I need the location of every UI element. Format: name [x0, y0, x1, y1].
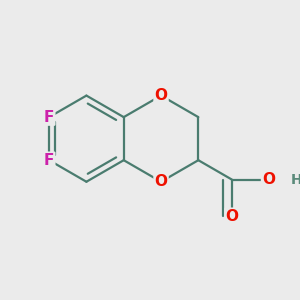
Text: O: O — [225, 209, 239, 224]
Text: O: O — [262, 172, 275, 187]
Text: O: O — [154, 88, 167, 103]
Text: F: F — [44, 153, 54, 168]
Text: O: O — [154, 174, 167, 189]
Text: H: H — [291, 172, 300, 187]
Text: F: F — [44, 110, 54, 124]
